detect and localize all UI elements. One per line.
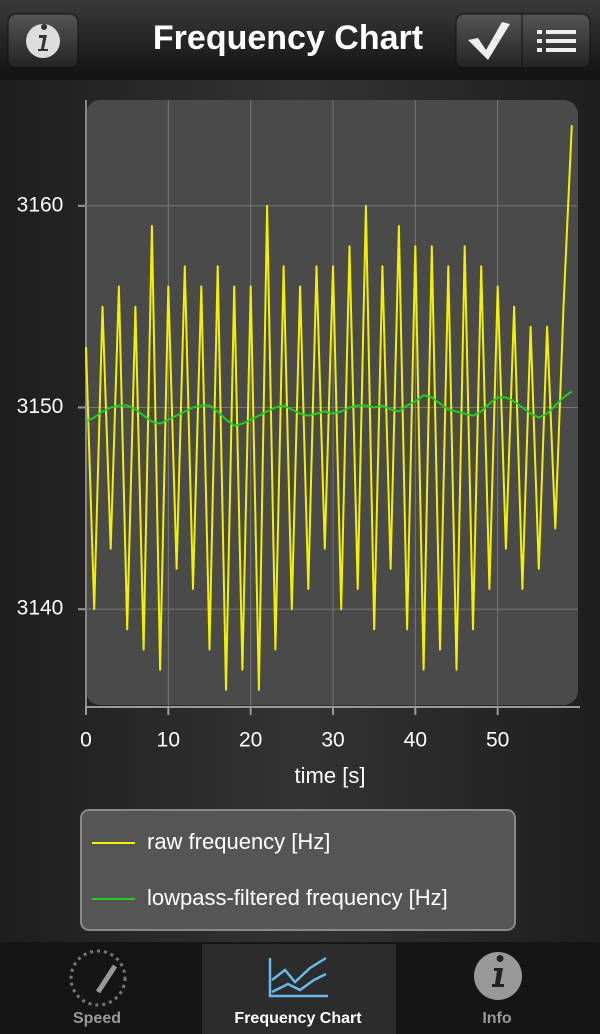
legend-label: raw frequency [Hz]	[147, 829, 330, 854]
tab-label[interactable]: Frequency Chart	[234, 1010, 362, 1027]
check-button[interactable]	[468, 22, 510, 60]
speed-icon	[69, 949, 127, 1007]
list-button[interactable]	[537, 30, 576, 52]
legend	[80, 809, 516, 931]
legend-label: lowpass-filtered frequency [Hz]	[147, 885, 448, 910]
tab-label[interactable]: Info	[482, 1010, 512, 1027]
x-tick-label: 20	[239, 729, 262, 752]
nav-title: Frequency Chart	[153, 19, 423, 57]
y-tick-label: 3140	[17, 597, 64, 620]
x-tick-label: 40	[404, 729, 427, 752]
y-tick-label: 3150	[17, 395, 64, 418]
data-line	[85, 390, 573, 427]
x-tick-label: 0	[80, 729, 92, 752]
x-tick-label: 50	[486, 729, 509, 752]
data-line	[85, 125, 573, 691]
x-tick-label: 10	[157, 729, 180, 752]
y-tick-label: 3160	[17, 193, 64, 216]
tab-label[interactable]: Speed	[73, 1010, 121, 1027]
chart-icon	[268, 956, 328, 998]
x-axis-label: time [s]	[295, 763, 366, 788]
info-tab-glyph	[492, 955, 504, 987]
info-glyph	[38, 24, 48, 51]
x-tick-label: 30	[321, 729, 344, 752]
